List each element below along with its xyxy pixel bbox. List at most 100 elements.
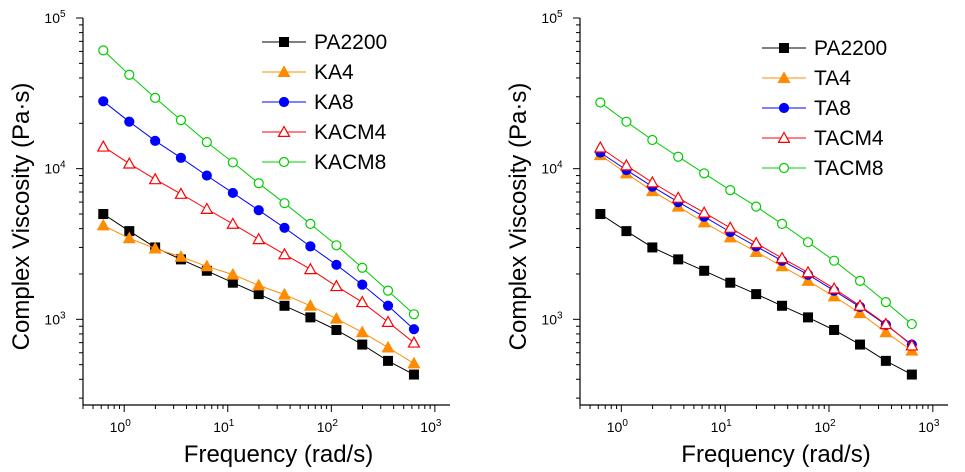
data-point xyxy=(645,175,659,188)
data-point xyxy=(122,231,136,244)
y-tick-label: 104 xyxy=(541,160,563,177)
data-point xyxy=(408,324,420,335)
chart-panel-1: 100 101 102 103 103 104 105 Frequency (rad/s) Co… xyxy=(8,9,450,468)
data-point xyxy=(305,241,316,252)
legend-marker xyxy=(278,156,290,168)
data-point xyxy=(776,218,788,229)
data-point xyxy=(619,158,633,171)
data-point xyxy=(880,297,891,308)
data-point xyxy=(150,135,161,146)
data-point xyxy=(407,335,421,348)
data-point xyxy=(200,202,214,214)
data-point xyxy=(277,247,292,260)
legend-label: TACM8 xyxy=(814,157,884,180)
data-point xyxy=(303,299,317,311)
data-point xyxy=(201,137,212,148)
data-point xyxy=(595,97,606,108)
y-tick-label: 103 xyxy=(44,310,66,327)
series-KA4 xyxy=(96,218,421,369)
data-point xyxy=(775,251,789,264)
y-tick-label: 105 xyxy=(44,9,66,26)
data-point xyxy=(174,187,188,199)
y-tick-label: 103 xyxy=(541,310,563,327)
data-point xyxy=(673,254,684,265)
legend-marker xyxy=(777,71,791,84)
data-point xyxy=(801,265,815,278)
data-point xyxy=(355,295,369,308)
x-tick-label: 102 xyxy=(317,418,339,435)
data-point xyxy=(382,285,394,296)
data-point xyxy=(827,289,841,302)
data-point xyxy=(802,237,814,248)
data-point xyxy=(227,187,238,199)
x-tick-label: 103 xyxy=(420,418,442,435)
data-point xyxy=(723,221,737,233)
x-axis-title: Frequency (rad/s) xyxy=(681,441,870,468)
data-point xyxy=(699,168,710,179)
data-point xyxy=(647,242,658,253)
data-point xyxy=(252,278,266,291)
legend-marker xyxy=(777,131,791,143)
data-point xyxy=(98,209,109,220)
data-point xyxy=(124,69,135,80)
data-point xyxy=(226,267,240,280)
data-point xyxy=(279,222,290,233)
data-point xyxy=(853,306,867,319)
data-point xyxy=(357,262,368,273)
legend-label: TA4 xyxy=(814,67,851,90)
data-point xyxy=(595,209,606,220)
data-point xyxy=(357,279,368,290)
data-point xyxy=(277,287,292,300)
series-TACM8 xyxy=(595,97,917,330)
data-point xyxy=(357,339,368,350)
data-point xyxy=(801,274,815,286)
data-point xyxy=(305,218,316,229)
legend-marker xyxy=(278,96,290,108)
legend-marker xyxy=(778,102,790,114)
data-point xyxy=(329,311,343,324)
data-point xyxy=(331,259,342,270)
data-point xyxy=(279,198,290,209)
data-point xyxy=(879,317,893,330)
series-KACM4 xyxy=(96,139,421,348)
data-point xyxy=(98,45,109,56)
legend-label: KA4 xyxy=(314,61,354,84)
data-point xyxy=(593,140,607,153)
data-point xyxy=(124,116,135,127)
data-point xyxy=(253,178,264,189)
series-TACM4 xyxy=(593,140,919,351)
data-point xyxy=(879,325,893,338)
x-tick-label: 102 xyxy=(814,418,836,435)
series-KACM8 xyxy=(98,45,420,320)
data-point xyxy=(827,281,841,294)
data-point xyxy=(148,241,162,254)
legend-label: PA2200 xyxy=(314,31,387,54)
data-point xyxy=(803,312,814,323)
data-point xyxy=(175,152,187,163)
data-point xyxy=(621,116,632,127)
data-point xyxy=(382,300,394,311)
data-point xyxy=(647,134,658,146)
data-point xyxy=(279,300,290,311)
legend-marker xyxy=(779,43,789,53)
data-point xyxy=(148,172,162,185)
data-point xyxy=(226,217,240,229)
data-point xyxy=(200,259,214,272)
data-point xyxy=(96,139,110,152)
legend-label: PA2200 xyxy=(814,37,887,60)
x-tick-label: 100 xyxy=(110,418,132,435)
data-point xyxy=(749,236,763,249)
data-point xyxy=(697,215,711,228)
data-point xyxy=(381,340,395,353)
data-point xyxy=(906,369,917,380)
legend-label: TA8 xyxy=(814,97,851,120)
y-axis-title: Complex Viscosity (Pa·s) xyxy=(505,83,532,351)
data-point xyxy=(355,325,369,338)
data-point xyxy=(252,232,266,245)
data-point xyxy=(175,115,187,126)
data-point xyxy=(383,355,394,366)
data-point xyxy=(96,218,110,231)
legend-marker xyxy=(778,162,790,174)
data-point xyxy=(201,170,212,181)
